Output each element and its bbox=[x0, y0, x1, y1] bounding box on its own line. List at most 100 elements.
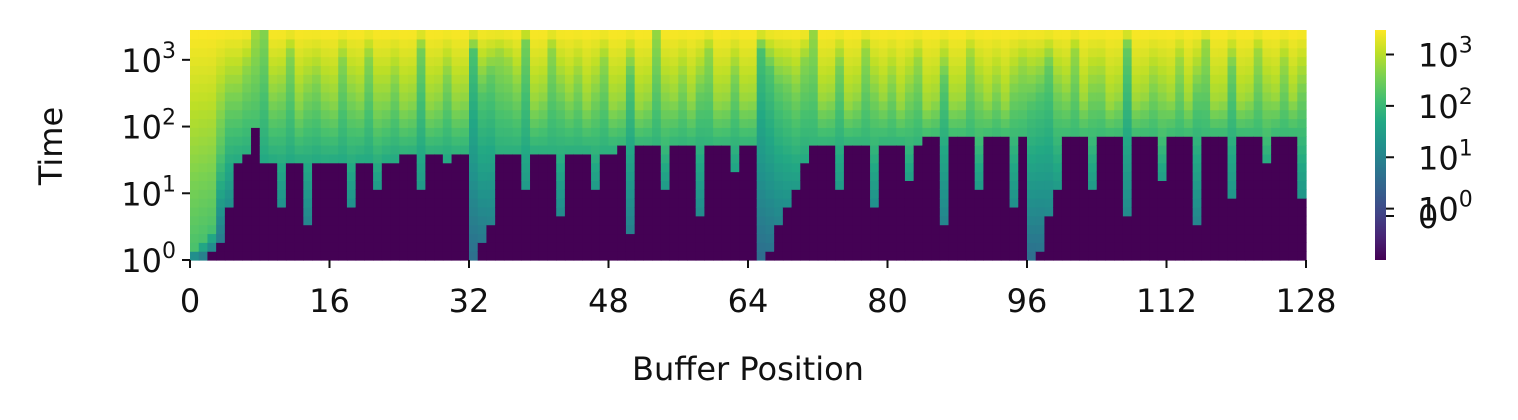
heatmap-cell bbox=[913, 189, 923, 199]
heatmap-cell bbox=[1218, 242, 1229, 252]
heatmap-cell bbox=[765, 109, 775, 120]
heatmap-cell bbox=[826, 30, 836, 40]
heatmap-cell bbox=[913, 171, 923, 181]
heatmap-cell bbox=[1061, 189, 1072, 199]
heatmap-cell bbox=[451, 118, 461, 128]
heatmap-cell bbox=[364, 47, 374, 58]
heatmap-cell bbox=[591, 171, 601, 181]
heatmap-cell bbox=[625, 180, 636, 190]
heatmap-cell bbox=[1114, 233, 1124, 243]
heatmap-cell bbox=[617, 100, 627, 111]
heatmap-cell bbox=[573, 100, 583, 111]
heatmap-cell bbox=[974, 118, 985, 128]
heatmap-cell bbox=[591, 56, 601, 66]
heatmap-cell bbox=[1088, 233, 1098, 243]
heatmap-cell bbox=[538, 91, 549, 102]
heatmap-cell bbox=[329, 109, 339, 120]
heatmap-cell bbox=[312, 30, 322, 40]
heatmap-cell bbox=[1070, 206, 1080, 217]
heatmap-cell bbox=[1009, 91, 1019, 102]
heatmap-cell bbox=[756, 180, 767, 190]
heatmap-cell bbox=[739, 145, 749, 155]
heatmap-cell bbox=[1175, 56, 1185, 66]
heatmap-cell bbox=[765, 65, 775, 75]
heatmap-cell bbox=[277, 171, 287, 181]
heatmap-cell bbox=[495, 215, 505, 226]
heatmap-cell bbox=[739, 109, 749, 120]
heatmap-cell bbox=[739, 233, 749, 243]
heatmap-cell bbox=[224, 100, 235, 111]
heatmap-cell bbox=[303, 198, 313, 208]
heatmap-cell bbox=[416, 74, 427, 84]
heatmap-cell bbox=[224, 65, 235, 75]
heatmap-cell bbox=[512, 91, 522, 102]
heatmap-cell bbox=[216, 56, 226, 66]
heatmap-cell bbox=[678, 233, 688, 243]
heatmap-cell bbox=[904, 189, 915, 199]
heatmap-cell bbox=[1027, 145, 1037, 155]
heatmap-cell bbox=[817, 74, 828, 84]
heatmap-cell bbox=[407, 171, 418, 181]
heatmap-cell bbox=[303, 83, 313, 93]
heatmap-cell bbox=[1236, 242, 1246, 252]
heatmap-cell bbox=[870, 83, 880, 93]
heatmap-cell bbox=[1044, 56, 1054, 66]
heatmap-cell bbox=[748, 153, 758, 164]
heatmap-cell bbox=[922, 171, 932, 181]
heatmap-cell bbox=[355, 38, 365, 49]
heatmap-cell bbox=[1236, 224, 1246, 235]
heatmap-cell bbox=[713, 198, 723, 208]
heatmap-cell bbox=[1149, 242, 1159, 252]
heatmap-cell bbox=[1061, 30, 1072, 40]
heatmap-cell bbox=[1009, 171, 1019, 181]
heatmap-cell bbox=[617, 233, 627, 243]
heatmap-cell bbox=[1227, 153, 1237, 164]
heatmap-cell bbox=[843, 109, 854, 120]
heatmap-cell bbox=[1061, 251, 1072, 261]
heatmap-cell bbox=[1027, 153, 1037, 164]
heatmap-cell bbox=[791, 91, 801, 102]
heatmap-cell bbox=[843, 206, 854, 217]
heatmap-cell bbox=[1166, 56, 1176, 66]
heatmap-cell bbox=[1166, 180, 1176, 190]
heatmap-cell bbox=[1183, 65, 1194, 75]
heatmap-cell bbox=[721, 242, 732, 252]
heatmap-cell bbox=[765, 83, 775, 93]
heatmap-cell bbox=[425, 65, 435, 75]
heatmap-cell bbox=[373, 180, 383, 190]
heatmap-cell bbox=[817, 38, 828, 49]
heatmap-cell bbox=[1027, 198, 1037, 208]
heatmap-cell bbox=[573, 136, 583, 146]
heatmap-cell bbox=[521, 251, 531, 261]
heatmap-cell bbox=[835, 127, 845, 137]
heatmap-cell bbox=[477, 136, 488, 146]
heatmap-cell bbox=[1218, 162, 1229, 173]
heatmap-cell bbox=[922, 127, 932, 137]
heatmap-cell bbox=[582, 198, 592, 208]
heatmap-cell bbox=[451, 65, 461, 75]
heatmap-cell bbox=[216, 30, 226, 40]
heatmap-cell bbox=[312, 215, 322, 226]
heatmap-cell bbox=[835, 171, 845, 181]
heatmap-cell bbox=[1244, 136, 1255, 146]
heatmap-cell bbox=[1122, 91, 1133, 102]
heatmap-cell bbox=[1201, 83, 1211, 93]
heatmap-cell bbox=[1027, 65, 1037, 75]
heatmap-cell bbox=[573, 242, 583, 252]
heatmap-cell bbox=[1166, 224, 1176, 235]
heatmap-cell bbox=[1018, 242, 1028, 252]
heatmap-cell bbox=[721, 30, 732, 40]
heatmap-cell bbox=[1088, 83, 1098, 93]
heatmap-cell bbox=[686, 56, 697, 66]
heatmap-cell bbox=[190, 109, 200, 120]
heatmap-cell bbox=[503, 136, 514, 146]
heatmap-cell bbox=[312, 65, 322, 75]
heatmap-cell bbox=[686, 136, 697, 146]
heatmap-cell bbox=[530, 47, 540, 58]
heatmap-cell bbox=[198, 206, 209, 217]
heatmap-cell bbox=[198, 118, 209, 128]
heatmap-cell bbox=[669, 91, 679, 102]
heatmap-cell bbox=[503, 83, 514, 93]
heatmap-cell bbox=[1035, 38, 1046, 49]
